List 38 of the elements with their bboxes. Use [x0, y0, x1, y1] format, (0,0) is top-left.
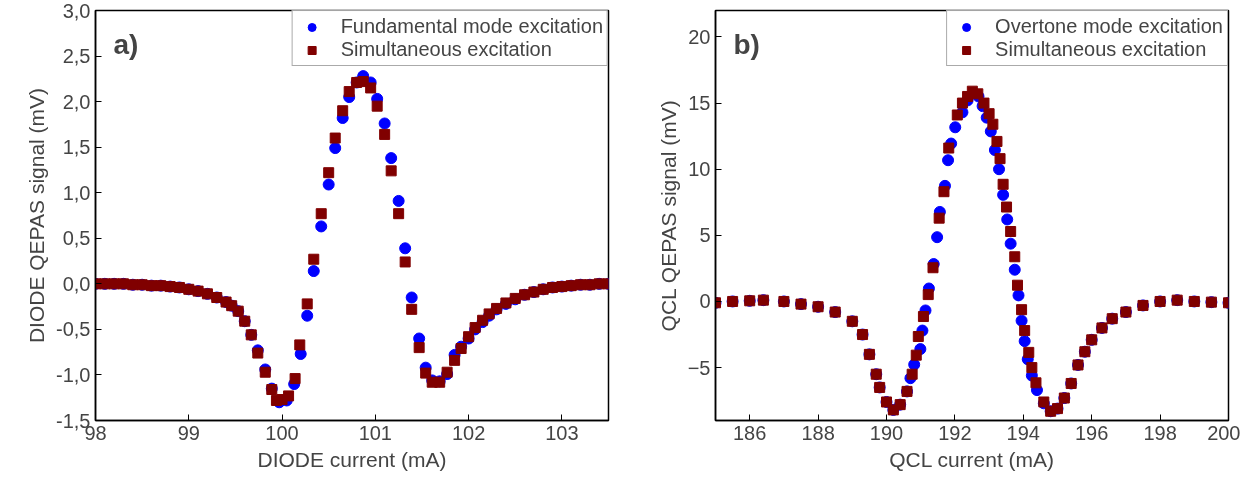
x-tick-label: 103 [545, 421, 579, 444]
x-tick-label: 186 [733, 421, 767, 444]
y-tick-label: 10 [688, 158, 711, 181]
y-tick-label: -0,5 [56, 318, 91, 341]
x-tick-label: 200 [1207, 421, 1241, 444]
x-tick-label: 192 [938, 421, 972, 444]
annotation: b) [733, 28, 760, 60]
y-tick-label: 1,5 [62, 136, 91, 159]
y-tick-label: 0 [699, 290, 711, 313]
y-tick-label: 2,0 [62, 90, 91, 113]
legend-label: Fundamental mode excitation [340, 15, 603, 38]
x-tick-label: 101 [358, 421, 393, 444]
x-tick-label: 188 [801, 421, 835, 444]
x-axis-title: QCL current (mA) [889, 447, 1055, 471]
x-tick-label: 100 [265, 421, 299, 444]
x-tick-label: 196 [1075, 421, 1109, 444]
x-tick-label: 102 [451, 421, 486, 444]
y-tick-label: 20 [688, 25, 711, 48]
y-tick-label: 3,0 [62, 0, 91, 22]
x-tick-label: 99 [177, 421, 200, 444]
legend-label: Simultaneous excitation [340, 38, 552, 61]
y-tick-label: 1,0 [62, 181, 91, 204]
y-axis-title: QCL QEPAS signal (mV) [656, 100, 680, 332]
y-tick-label: 0,5 [62, 227, 91, 250]
y-tick-label: 5 [699, 224, 711, 247]
x-tick-label: 190 [869, 421, 904, 444]
legend-label: Simultaneous excitation [995, 38, 1207, 61]
y-tick-label: 0,0 [62, 272, 91, 295]
y-tick-label: −5 [687, 356, 711, 379]
x-tick-label: 198 [1143, 421, 1177, 444]
y-tick-label: -1,0 [56, 363, 91, 386]
y-tick-label: 15 [688, 92, 711, 115]
y-axis-title: DIODE QEPAS signal (mV) [25, 87, 49, 344]
legend-label: Overtone mode excitation [995, 15, 1223, 38]
x-tick-label: 194 [1006, 421, 1040, 444]
x-axis-title: DIODE current (mA) [257, 447, 447, 471]
annotation: a) [113, 28, 139, 60]
y-tick-label: 2,5 [62, 45, 91, 68]
